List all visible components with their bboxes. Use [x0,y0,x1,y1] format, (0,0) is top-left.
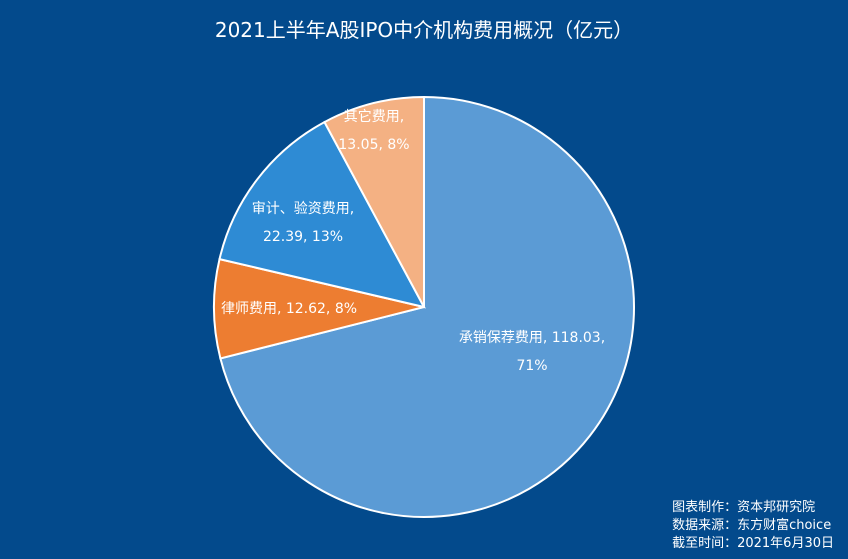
credits: 图表制作：资本邦研究院 数据来源：东方财富choice 截至时间：2021年6月… [672,499,834,553]
credit-chart-maker: 图表制作：资本邦研究院 [672,500,816,515]
pie-slice-3 [218,120,426,309]
pie-slice-1 [219,95,635,518]
pie-slice-4 [323,95,425,308]
credit-data-source: 数据来源：东方财富choice [672,518,832,533]
credit-cutoff-date: 截至时间：2021年6月30日 [672,536,834,551]
slice-label-3: 审计、验资费用, 22.39, 13% [252,201,354,245]
slice-label-4: 其它费用, 13.05, 8% [338,108,409,153]
pie-slice-2 [213,257,425,360]
chart-title: 2021上半年A股IPO中介机构费用概况（亿元） [214,18,634,42]
slice-label-1: 承销保荐费用, 118.03, 71% [459,330,605,374]
slice-label-2: 律师费用, 12.62, 8% [221,301,357,317]
